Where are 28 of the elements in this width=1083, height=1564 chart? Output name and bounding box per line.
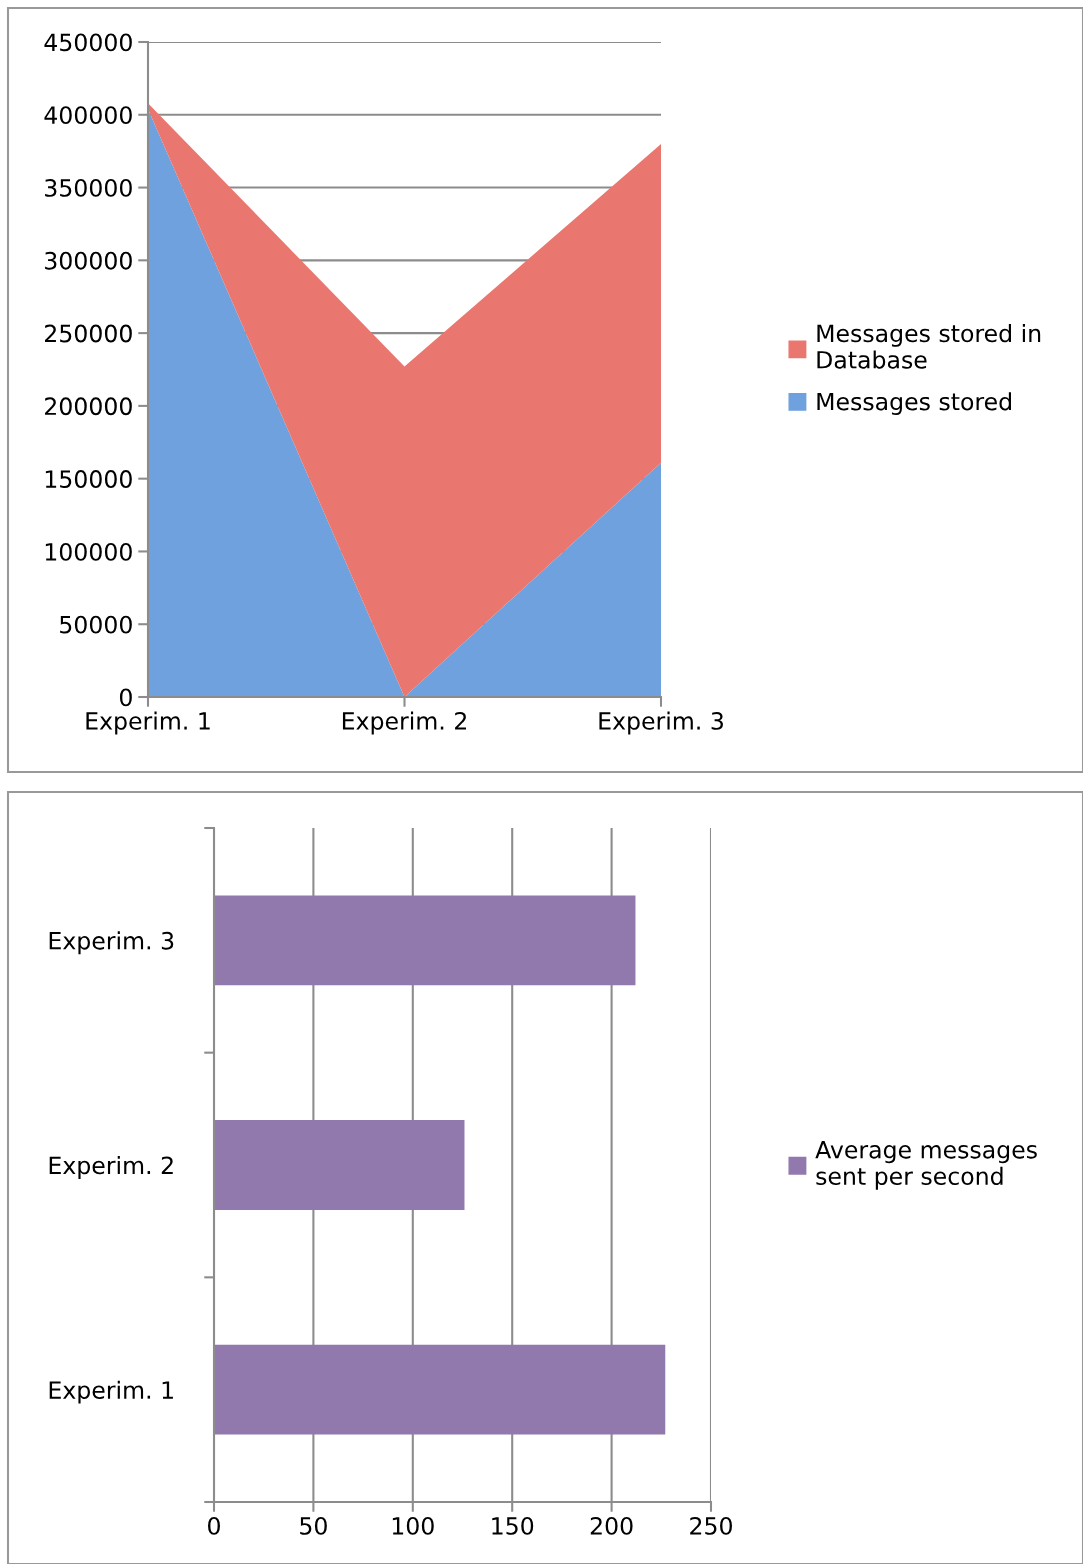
y-tick-label: 200000 [45, 397, 132, 416]
y-tick-label: 150000 [45, 470, 132, 488]
y-tick-label: 100000 [45, 542, 132, 561]
y-tick-label: 300000 [45, 251, 132, 270]
y-tick-label: 350000 [45, 179, 132, 197]
x-tick-label: Experim. 3 [599, 711, 723, 735]
x-tick-label: 0 [208, 1517, 220, 1535]
y-tick-label: 250000 [45, 324, 132, 343]
legend-label: Messages stored in Database [817, 323, 1041, 369]
bar [214, 1120, 465, 1210]
legend-label: Messages stored [817, 392, 1011, 416]
x-tick-label: 250 [690, 1517, 732, 1535]
legend-label: Average messages sent per second [815, 1141, 1037, 1190]
y-tick-label: Experim. 3 [49, 931, 174, 955]
y-tick-label: 450000 [44, 33, 132, 52]
y-tick-label: Experim. 2 [49, 1156, 173, 1179]
x-tick-label: 50 [300, 1517, 327, 1535]
bar [214, 895, 636, 986]
y-tick-label: Experim. 1 [49, 1380, 173, 1404]
bar [214, 1344, 666, 1435]
x-tick-label: 150 [492, 1517, 534, 1535]
x-tick-label: Experim. 2 [342, 711, 466, 735]
x-tick-label: 200 [590, 1517, 633, 1535]
y-tick-label: 400000 [44, 106, 132, 125]
x-tick-label: 100 [392, 1517, 434, 1535]
x-tick-label: Experim. 1 [86, 711, 210, 735]
y-tick-label: 50000 [60, 615, 132, 634]
y-tick-label: 0 [119, 688, 132, 707]
